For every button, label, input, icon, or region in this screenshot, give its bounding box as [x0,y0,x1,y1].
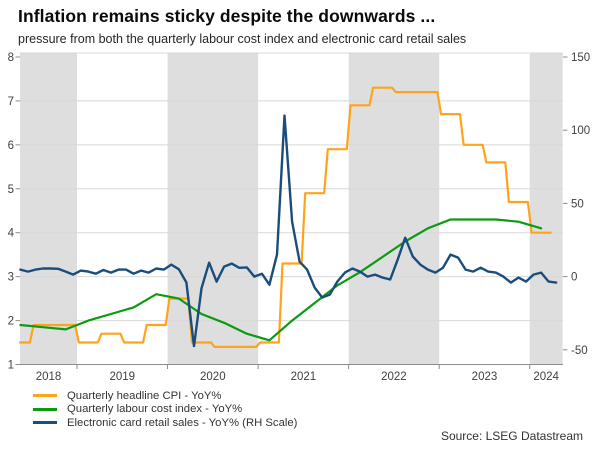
x-axis-year-label: 2019 [109,371,135,383]
series-line-labour-cost [19,218,543,342]
legend-item-card-sales: Electronic card retail sales - YoY% (RH … [33,416,297,430]
left-axis-label: 5 [8,184,14,196]
left-axis-label: 3 [8,272,14,284]
left-axis-label: 4 [8,228,15,240]
series-line-card-sales [19,114,558,348]
left-axis-label: 7 [8,96,14,108]
left-axis-label: 2 [8,316,14,328]
card-sales-line-swatch [33,421,57,425]
cpi-line-swatch [33,394,57,398]
left-axis-label: 6 [8,140,14,152]
x-axis-year-label: 2023 [472,371,498,383]
year-shading-band [348,53,440,365]
left-axis-label: 8 [8,52,14,64]
left-axis-label: 1 [8,360,14,372]
x-axis-year-label: 2021 [291,371,317,383]
x-axis-year-label: 2024 [533,371,559,383]
source-attribution: Source: LSEG Datastream [440,429,583,443]
legend-label: Quarterly labour cost index - YoY% [67,403,243,416]
year-shading-band [529,53,563,365]
labour-cost-line-swatch [33,407,57,411]
right-axis-label: -50 [571,345,588,357]
series-line-cpi [18,86,552,348]
legend-item-labour-cost: Quarterly labour cost index - YoY% [33,403,297,417]
right-axis-label: 50 [571,198,584,210]
legend-label: Quarterly headline CPI - YoY% [67,389,222,402]
legend-item-cpi: Quarterly headline CPI - YoY% [33,389,297,403]
year-shading-band [167,53,259,365]
year-shading-band [20,53,77,365]
x-axis-year-label: 2020 [200,371,226,383]
chart-subtitle: pressure from both the quarterly labour … [18,32,467,46]
chart-title: Inflation remains sticky despite the dow… [18,6,436,26]
x-axis-year-label: 2018 [36,371,62,383]
legend: Quarterly headline CPI - YoY% Quarterly … [33,389,297,430]
right-axis-label: 150 [571,52,590,64]
right-axis-label: 0 [571,272,577,284]
right-axis-label: 100 [571,125,590,137]
legend-label: Electronic card retail sales - YoY% (RH … [67,416,298,429]
x-axis-year-label: 2022 [381,371,407,383]
